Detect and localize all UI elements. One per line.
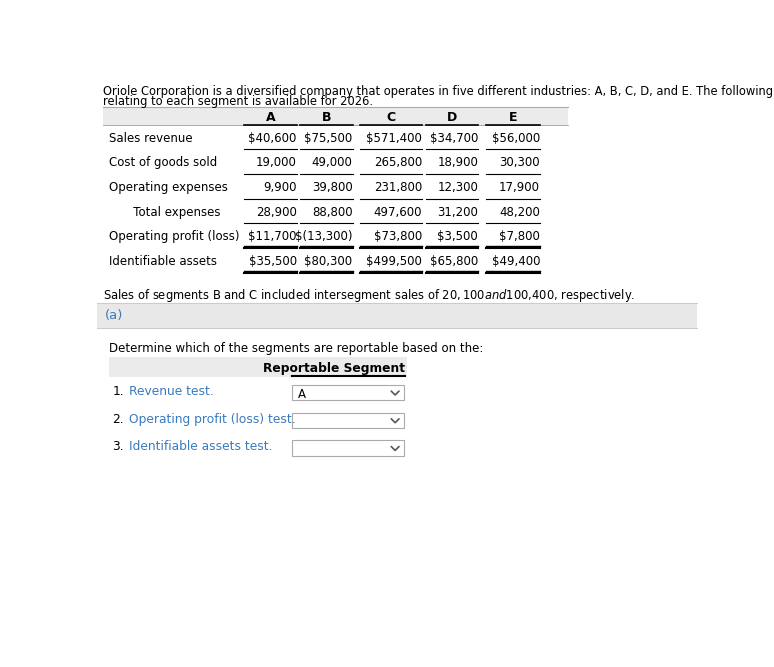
Text: 88,800: 88,800	[312, 205, 352, 219]
Text: 19,000: 19,000	[256, 156, 296, 169]
Text: 9,900: 9,900	[263, 181, 296, 194]
Text: $40,600: $40,600	[248, 131, 296, 145]
Bar	[292, 385, 404, 400]
Text: Cost of goods sold: Cost of goods sold	[109, 156, 217, 169]
Text: $49,400: $49,400	[491, 255, 540, 268]
Text: $499,500: $499,500	[366, 255, 423, 268]
Text: $7,800: $7,800	[499, 230, 540, 243]
Text: 2.: 2.	[112, 413, 124, 426]
Text: $56,000: $56,000	[491, 131, 540, 145]
Text: $80,300: $80,300	[304, 255, 352, 268]
Text: Sales revenue: Sales revenue	[109, 131, 193, 145]
Text: $35,500: $35,500	[248, 255, 296, 268]
Text: 49,000: 49,000	[312, 156, 352, 169]
Text: Reportable Segment: Reportable Segment	[263, 362, 406, 375]
Text: $(13,300): $(13,300)	[295, 230, 352, 243]
Text: $571,400: $571,400	[366, 131, 423, 145]
Text: 265,800: 265,800	[374, 156, 423, 169]
Text: Identifiable assets: Identifiable assets	[109, 255, 217, 268]
Text: $3,500: $3,500	[437, 230, 478, 243]
Text: 31,200: 31,200	[437, 205, 478, 219]
Text: B: B	[321, 111, 331, 124]
Text: 18,900: 18,900	[437, 156, 478, 169]
Text: D: D	[447, 111, 457, 124]
Text: A: A	[298, 388, 307, 401]
Bar	[292, 413, 404, 428]
Text: $75,500: $75,500	[304, 131, 352, 145]
Text: Identifiable assets test.: Identifiable assets test.	[129, 440, 272, 454]
Text: $65,800: $65,800	[430, 255, 478, 268]
Text: A: A	[265, 111, 276, 124]
Text: Operating expenses: Operating expenses	[109, 181, 228, 194]
Text: $11,700: $11,700	[248, 230, 296, 243]
Text: Total expenses: Total expenses	[122, 205, 221, 219]
Text: 3.: 3.	[112, 440, 124, 454]
Bar	[103, 107, 568, 125]
Text: relating to each segment is available for 2026.: relating to each segment is available fo…	[103, 95, 373, 109]
Text: C: C	[387, 111, 396, 124]
Text: $73,800: $73,800	[374, 230, 423, 243]
Bar	[109, 358, 407, 378]
Text: 48,200: 48,200	[499, 205, 540, 219]
Text: 1.: 1.	[112, 385, 124, 398]
Text: 12,300: 12,300	[437, 181, 478, 194]
Text: $34,700: $34,700	[430, 131, 478, 145]
Text: 39,800: 39,800	[312, 181, 352, 194]
Text: Oriole Corporation is a diversified company that operates in five different indu: Oriole Corporation is a diversified comp…	[103, 85, 774, 99]
Bar	[103, 125, 568, 150]
Text: 497,600: 497,600	[374, 205, 423, 219]
Bar	[97, 303, 697, 328]
Bar	[292, 440, 404, 456]
Text: Operating profit (loss): Operating profit (loss)	[109, 230, 240, 243]
Text: (a): (a)	[104, 309, 123, 323]
Bar	[103, 249, 568, 273]
Text: Determine which of the segments are reportable based on the:: Determine which of the segments are repo…	[109, 342, 484, 355]
Text: E: E	[509, 111, 517, 124]
Text: 17,900: 17,900	[499, 181, 540, 194]
Text: Revenue test.: Revenue test.	[129, 385, 214, 398]
Text: 231,800: 231,800	[374, 181, 423, 194]
Text: Operating profit (loss) test.: Operating profit (loss) test.	[129, 413, 296, 426]
Text: 28,900: 28,900	[256, 205, 296, 219]
Text: Sales of segments B and C included intersegment sales of $20,100 and $100,400, r: Sales of segments B and C included inter…	[103, 287, 635, 304]
Bar	[103, 224, 568, 249]
Text: 30,300: 30,300	[499, 156, 540, 169]
Bar	[103, 199, 568, 224]
Bar	[103, 150, 568, 175]
Bar	[103, 175, 568, 199]
